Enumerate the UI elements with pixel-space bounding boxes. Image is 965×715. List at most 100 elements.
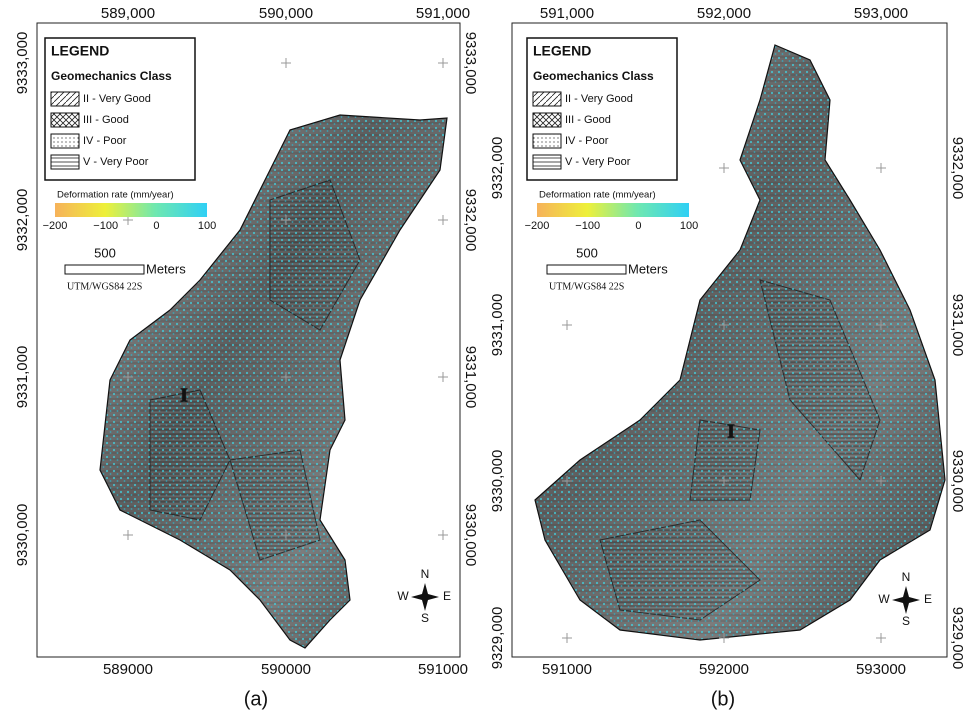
left-tick-label: 9333,000 bbox=[14, 32, 31, 95]
scale-value: 500 bbox=[576, 245, 598, 260]
scale-unit: Meters bbox=[628, 261, 668, 276]
top-tick-label: 591,000 bbox=[540, 5, 594, 22]
right-tick-label: 9329,000 bbox=[949, 607, 965, 670]
top-tick-label: 593,000 bbox=[854, 5, 908, 22]
compass-label: E bbox=[924, 592, 932, 606]
colorbar-tick-label: 0 bbox=[635, 220, 641, 232]
grid-cross bbox=[562, 476, 572, 486]
projection: UTM/WGS84 22S bbox=[549, 281, 624, 292]
legend-swatch bbox=[50, 133, 80, 149]
grid-cross bbox=[438, 530, 448, 540]
grid-cross bbox=[719, 163, 729, 173]
colorbar-title: Deformation rate (mm/year) bbox=[539, 190, 656, 201]
right-tick-label: 9331,000 bbox=[949, 294, 965, 357]
compass-label: S bbox=[421, 611, 429, 625]
legend-title: LEGEND bbox=[51, 43, 109, 59]
colorbar-tick-label: −100 bbox=[575, 220, 600, 232]
bottom-tick-label: 591000 bbox=[542, 661, 592, 678]
right-tick-label: 9333,000 bbox=[462, 32, 479, 95]
deformation-points bbox=[100, 115, 447, 648]
compass-label: W bbox=[878, 592, 890, 606]
compass-label: N bbox=[421, 567, 430, 581]
colorbar bbox=[55, 203, 207, 217]
grid-cross bbox=[876, 320, 886, 330]
scale-bar bbox=[546, 264, 627, 275]
left-tick-label: 9329,000 bbox=[489, 607, 506, 670]
area-outline bbox=[99, 114, 448, 649]
grid-cross bbox=[562, 320, 572, 330]
bottom-tick-label: 592000 bbox=[699, 661, 749, 678]
legend-swatch bbox=[50, 154, 80, 170]
top-tick-label: 589,000 bbox=[101, 5, 155, 22]
colorbar-tick-label: 0 bbox=[153, 220, 159, 232]
left-tick-label: 9330,000 bbox=[14, 504, 31, 567]
left-tick-label: 9331,000 bbox=[14, 346, 31, 409]
panel-caption: (b) bbox=[711, 688, 735, 710]
map-panel: 591,000 592,000 593,000 591000 592000 593000 9… bbox=[489, 5, 965, 710]
legend-title: LEGEND bbox=[533, 43, 591, 59]
compass-label: S bbox=[902, 614, 910, 628]
top-tick-label: 591,000 bbox=[416, 5, 470, 22]
grid-cross bbox=[719, 633, 729, 643]
right-tick-label: 9331,000 bbox=[462, 346, 479, 409]
legend-label: III - Good bbox=[83, 114, 129, 126]
legend-label: III - Good bbox=[565, 114, 611, 126]
grid-cross bbox=[281, 372, 291, 382]
compass-label: W bbox=[397, 589, 409, 603]
legend-label: II - Very Good bbox=[565, 93, 633, 105]
grid-cross bbox=[719, 476, 729, 486]
grid-cross bbox=[123, 372, 133, 382]
panel-caption: (a) bbox=[244, 688, 268, 710]
scale-unit: Meters bbox=[146, 261, 186, 276]
grid-cross bbox=[438, 215, 448, 225]
right-tick-label: 9330,000 bbox=[949, 450, 965, 513]
grid-cross bbox=[719, 320, 729, 330]
left-tick-label: 9332,000 bbox=[14, 189, 31, 252]
legend-swatch bbox=[532, 133, 562, 149]
left-tick-label: 9330,000 bbox=[489, 450, 506, 513]
legend-swatch bbox=[50, 112, 80, 128]
bottom-tick-label: 591000 bbox=[418, 661, 468, 678]
legend-swatch bbox=[532, 154, 562, 170]
legend-label: II - Very Good bbox=[83, 93, 151, 105]
colorbar-tick-label: −200 bbox=[43, 220, 68, 232]
left-tick-label: 9331,000 bbox=[489, 294, 506, 357]
deformation-points bbox=[535, 45, 945, 640]
projection: UTM/WGS84 22S bbox=[67, 281, 142, 292]
site-marker: I bbox=[727, 421, 735, 443]
right-tick-label: 9332,000 bbox=[949, 137, 965, 200]
legend-swatch bbox=[532, 112, 562, 128]
compass-label: N bbox=[902, 570, 911, 584]
bottom-tick-label: 590000 bbox=[261, 661, 311, 678]
legend-subtitle: Geomechanics Class bbox=[51, 69, 172, 83]
legend-label: V - Very Poor bbox=[565, 156, 631, 168]
grid-cross bbox=[123, 530, 133, 540]
grid-cross bbox=[281, 58, 291, 68]
compass-label: E bbox=[443, 589, 451, 603]
grid-cross bbox=[876, 633, 886, 643]
bottom-tick-label: 593000 bbox=[856, 661, 906, 678]
left-tick-label: 9332,000 bbox=[489, 137, 506, 200]
scale-bar bbox=[64, 264, 145, 275]
legend-label: IV - Poor bbox=[565, 135, 609, 147]
scale-value: 500 bbox=[94, 245, 116, 260]
top-tick-label: 590,000 bbox=[259, 5, 313, 22]
grid-cross bbox=[438, 372, 448, 382]
right-tick-label: 9330,000 bbox=[462, 504, 479, 567]
colorbar bbox=[537, 203, 689, 217]
legend-subtitle: Geomechanics Class bbox=[533, 69, 654, 83]
area-outline bbox=[534, 44, 946, 641]
legend-swatch bbox=[532, 91, 562, 107]
colorbar-tick-label: 100 bbox=[198, 220, 216, 232]
colorbar-tick-label: −100 bbox=[93, 220, 118, 232]
map-panel: 589,000 590,000 591,000 589000 590000 591000 9… bbox=[14, 5, 479, 710]
grid-cross bbox=[876, 163, 886, 173]
grid-cross bbox=[438, 58, 448, 68]
legend-swatch bbox=[50, 91, 80, 107]
grid-cross bbox=[281, 215, 291, 225]
colorbar-tick-label: −200 bbox=[525, 220, 550, 232]
legend-label: IV - Poor bbox=[83, 135, 127, 147]
compass-rose bbox=[892, 586, 920, 614]
grid-cross bbox=[562, 633, 572, 643]
